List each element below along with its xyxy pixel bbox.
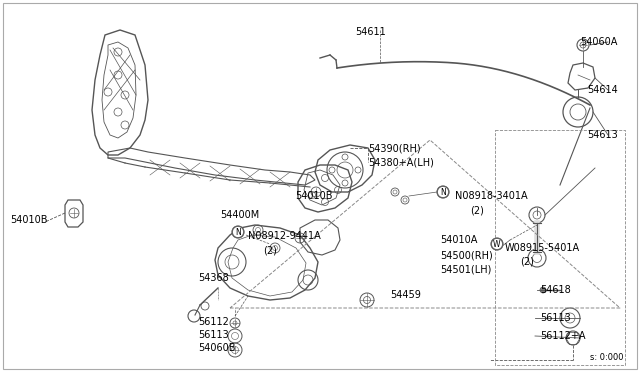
- Circle shape: [540, 287, 546, 293]
- Text: 54613: 54613: [588, 130, 618, 140]
- Text: N: N: [440, 187, 446, 196]
- Text: s: 0:000: s: 0:000: [590, 353, 623, 362]
- Text: 54010B: 54010B: [10, 215, 47, 225]
- Text: 54390(RH): 54390(RH): [368, 143, 420, 153]
- Text: 54060A: 54060A: [580, 37, 618, 47]
- Text: 54501(LH): 54501(LH): [440, 265, 492, 275]
- Text: W: W: [493, 240, 501, 248]
- Text: 54459: 54459: [390, 290, 421, 300]
- Text: W: W: [493, 240, 500, 248]
- Text: N: N: [235, 228, 241, 237]
- Text: N08912-9441A: N08912-9441A: [248, 231, 321, 241]
- Text: 54010A: 54010A: [440, 235, 477, 245]
- Text: 56112: 56112: [198, 317, 229, 327]
- Text: 54380+A(LH): 54380+A(LH): [368, 157, 434, 167]
- Text: 54618: 54618: [540, 285, 571, 295]
- Text: N08918-3401A: N08918-3401A: [455, 191, 527, 201]
- Text: (2): (2): [263, 245, 277, 255]
- Text: 56112+A: 56112+A: [540, 331, 586, 341]
- Text: (2): (2): [470, 205, 484, 215]
- Text: 54614: 54614: [588, 85, 618, 95]
- Text: 54368: 54368: [198, 273, 228, 283]
- Text: (2): (2): [520, 257, 534, 267]
- Text: 56113: 56113: [540, 313, 571, 323]
- Text: 54500(RH): 54500(RH): [440, 250, 493, 260]
- Text: N: N: [235, 228, 241, 237]
- Text: N: N: [440, 187, 446, 196]
- Text: 56113: 56113: [198, 330, 228, 340]
- Text: W08915-5401A: W08915-5401A: [505, 243, 580, 253]
- Text: 54400M: 54400M: [220, 210, 259, 220]
- Text: 54060B: 54060B: [198, 343, 236, 353]
- Text: 54010B: 54010B: [296, 191, 333, 201]
- Text: 54611: 54611: [355, 27, 386, 37]
